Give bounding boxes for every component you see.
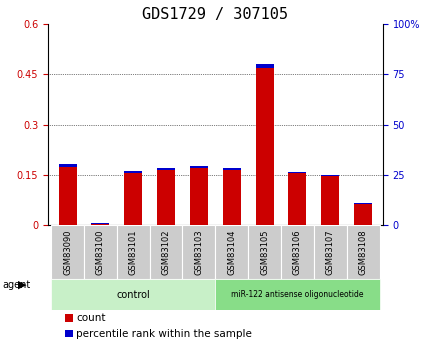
Bar — [255, 68, 273, 225]
Bar — [65, 314, 73, 322]
Text: agent: agent — [2, 280, 30, 289]
Bar — [65, 330, 73, 337]
Bar — [149, 225, 182, 279]
Text: GSM83105: GSM83105 — [260, 229, 269, 275]
Bar — [215, 279, 378, 310]
Bar — [59, 167, 76, 225]
Bar — [222, 168, 240, 170]
Bar — [157, 168, 175, 170]
Bar — [51, 279, 215, 310]
Bar — [353, 204, 371, 225]
Bar — [353, 203, 371, 204]
Title: GDS1729 / 307105: GDS1729 / 307105 — [142, 7, 288, 22]
Bar — [157, 170, 175, 225]
Text: GSM83104: GSM83104 — [227, 229, 236, 275]
Bar — [288, 173, 306, 225]
Text: miR-122 antisense oligonucleotide: miR-122 antisense oligonucleotide — [230, 290, 363, 299]
Bar — [255, 65, 273, 68]
Bar — [320, 176, 339, 225]
Text: ▶: ▶ — [18, 280, 27, 289]
Text: GSM83101: GSM83101 — [128, 229, 138, 275]
Text: count: count — [76, 313, 105, 323]
Text: control: control — [116, 289, 150, 299]
Bar — [117, 225, 149, 279]
Bar — [182, 225, 215, 279]
Text: GSM83106: GSM83106 — [292, 229, 301, 275]
Text: GSM83103: GSM83103 — [194, 229, 203, 275]
Bar — [288, 172, 306, 173]
Bar — [91, 224, 109, 225]
Bar — [59, 164, 76, 167]
Bar — [222, 170, 240, 225]
Bar — [189, 166, 207, 168]
Bar — [280, 225, 313, 279]
Text: percentile rank within the sample: percentile rank within the sample — [76, 329, 252, 339]
Bar — [124, 173, 142, 225]
Text: GSM83108: GSM83108 — [358, 229, 367, 275]
Bar — [124, 171, 142, 173]
Bar — [313, 225, 346, 279]
Bar — [189, 168, 207, 225]
Text: GSM83102: GSM83102 — [161, 229, 170, 275]
Text: GSM83107: GSM83107 — [325, 229, 334, 275]
Bar — [247, 225, 280, 279]
Bar — [51, 225, 84, 279]
Bar — [84, 225, 117, 279]
Bar — [215, 225, 247, 279]
Bar — [346, 225, 378, 279]
Text: GSM83100: GSM83100 — [95, 229, 105, 275]
Bar — [320, 175, 339, 176]
Text: GSM83090: GSM83090 — [63, 229, 72, 275]
